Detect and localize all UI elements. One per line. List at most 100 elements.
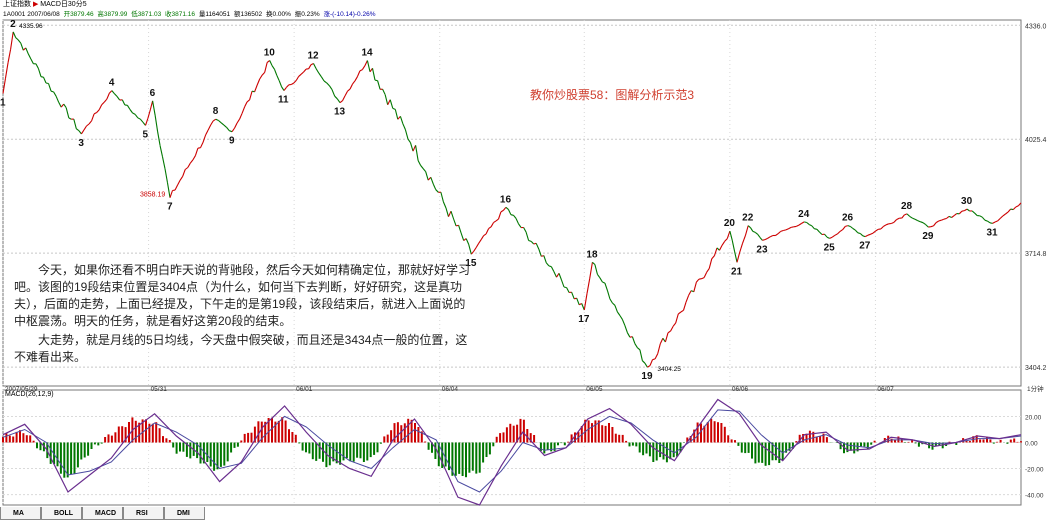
price-line-segment (629, 336, 633, 338)
price-line-segment (315, 68, 320, 74)
price-line-segment (528, 239, 532, 242)
macd-tick-label: 0.00 (1025, 440, 1038, 447)
price-line-segment (571, 291, 575, 300)
price-line-segment (121, 99, 126, 106)
price-line-segment (896, 217, 900, 221)
price-line-segment (872, 230, 877, 234)
price-line-segment (966, 208, 970, 212)
price-line-segment (654, 353, 659, 360)
price-line-segment (589, 262, 593, 279)
price-line-segment (816, 228, 820, 233)
price-line-segment (458, 225, 462, 234)
amplitude-value: 振0.23% (294, 11, 320, 18)
price-line-segment (1010, 208, 1014, 211)
price-line-segment (42, 76, 47, 84)
price-line-segment (399, 116, 404, 124)
commentary-text: 今天，如果你还看不明白昨天说的背驰段，然后今天如何精确定位，那就好好学习吧。该图… (14, 262, 472, 366)
price-chart[interactable]: 3404.2 3714.8 4025.4 4336.0 2007/05/29 05/31 0… (0, 0, 1050, 508)
price-line-segment (68, 117, 72, 120)
price-line-segment (612, 302, 616, 306)
price-line-segment (862, 235, 866, 238)
price-line-segment (244, 101, 248, 108)
price-line-segment (790, 226, 794, 228)
price-line-segment (933, 222, 937, 227)
period-label: 1分钟 (1027, 384, 1044, 393)
index-name: 上证指数 (3, 1, 31, 8)
segment-label: 7 (167, 202, 173, 213)
price-line-segment (649, 359, 654, 366)
price-line-segment (132, 112, 136, 115)
price-line-segment (63, 103, 67, 109)
price-line-segment (144, 118, 149, 126)
price-line-segment (96, 109, 100, 113)
price-line-segment (407, 138, 411, 144)
low-price-label: 3858.19 (140, 192, 165, 199)
price-line-segment (205, 129, 209, 136)
price-line-segment (762, 239, 766, 241)
price-line-segment (293, 80, 297, 84)
macd-tick-label: -20.00 (1025, 467, 1044, 474)
price-line-segment (880, 226, 884, 230)
price-line-segment (693, 281, 697, 292)
price-line-segment (708, 258, 713, 269)
segment-label: 18 (586, 249, 598, 260)
price-line-segment (930, 225, 934, 228)
date-tick-label: 06/04 (442, 386, 459, 393)
segment-label: 12 (307, 50, 319, 61)
price-line-segment (870, 232, 874, 235)
price-line-segment (470, 250, 475, 255)
price-line-segment (73, 118, 77, 129)
date-tick-label: 2007/05/29 (5, 386, 38, 393)
commentary-paragraph: 大走势，就是月线的5日均线，今天盘中假突破，而且还是3434点一般的位置，这不难… (14, 333, 468, 364)
price-line-segment (179, 176, 184, 181)
price-line-segment (210, 120, 214, 126)
price-line-segment (60, 103, 65, 108)
price-line-segment (922, 222, 927, 226)
price-line-segment (563, 286, 567, 289)
segment-label: 26 (842, 213, 854, 224)
price-line-segment (83, 125, 87, 131)
price-line-segment (885, 223, 889, 226)
price-line-segment (994, 220, 998, 223)
macd-panel-frame (2, 389, 1022, 506)
price-line-segment (2, 78, 7, 94)
volume-value: 量1164051 (198, 11, 231, 18)
price-line-segment (200, 142, 204, 148)
tab-macd[interactable]: MACD (82, 507, 123, 520)
price-line-segment (164, 168, 169, 183)
price-line-segment (271, 65, 275, 70)
price-line-segment (852, 228, 856, 231)
price-line-segment (594, 264, 598, 275)
price-line-segment (701, 277, 705, 280)
price-line-segment (404, 129, 409, 140)
price-line-segment (485, 228, 490, 235)
price-line-segment (543, 255, 547, 263)
price-line-segment (599, 277, 603, 283)
tab-dmi[interactable]: DMI (164, 507, 205, 520)
price-line-segment (706, 268, 710, 273)
price-line-segment (951, 215, 955, 218)
price-line-segment (719, 245, 723, 251)
price-line-segment (231, 127, 236, 133)
price-line-segment (149, 100, 154, 111)
price-line-segment (1017, 202, 1022, 207)
price-line-segment (538, 248, 542, 257)
price-line-segment (310, 63, 314, 66)
price-line-segment (747, 225, 751, 229)
price-line-segment (223, 124, 227, 128)
tab-ma[interactable]: MA (0, 507, 41, 520)
price-line-segment (236, 118, 241, 124)
price-line-segment (1005, 211, 1009, 215)
price-line-segment (726, 230, 731, 239)
price-line-segment (283, 87, 287, 91)
segment-label: 17 (578, 314, 590, 325)
tab-rsi[interactable]: RSI (123, 507, 164, 520)
price-line-segment (15, 37, 19, 41)
price-line-segment (142, 121, 146, 126)
tab-boll[interactable]: BOLL (41, 507, 82, 520)
price-line-segment (734, 251, 738, 263)
segment-label: 21 (731, 266, 743, 277)
price-line-segment (785, 228, 789, 231)
price-line-segment (992, 221, 996, 224)
price-line-segment (736, 251, 741, 263)
